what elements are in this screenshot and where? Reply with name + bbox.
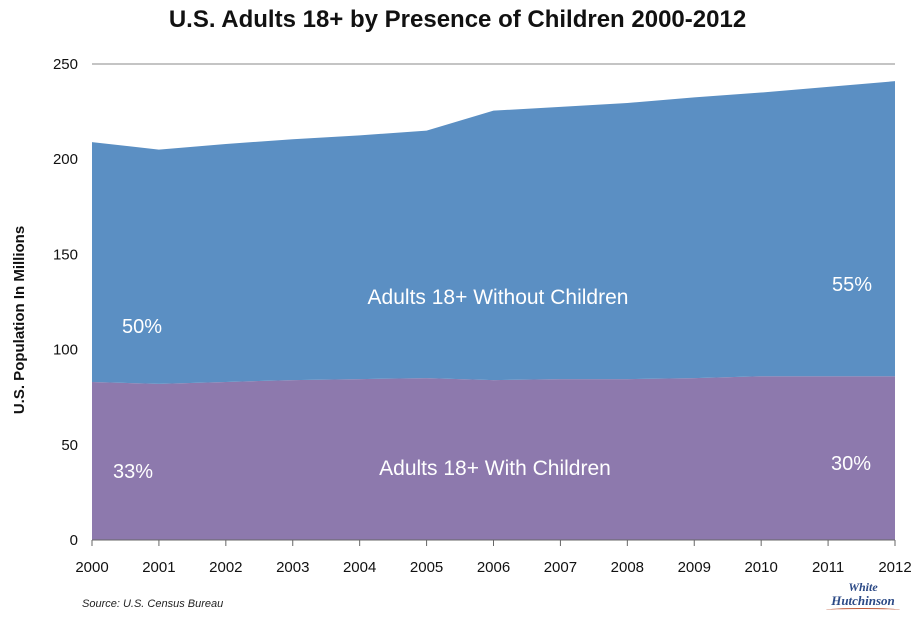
x-tick-label: 2007 [544,559,577,576]
y-tick-label: 0 [70,532,78,549]
axes: 0 50 100 150 200 250 2000 2001 2002 2003 2004 2005 2… [53,56,912,576]
x-tick-label: 2002 [209,559,242,576]
area-without-children [92,81,895,384]
x-tick-label: 2005 [410,559,443,576]
source-note: Source: U.S. Census Bureau [82,598,224,610]
x-tick-label: 2008 [611,559,644,576]
brand-logo: White Hutchinson [820,581,906,613]
y-tick-label: 150 [53,246,78,263]
area-with-children [92,376,895,540]
y-axis-label: U.S. Population In Millions [11,226,28,414]
x-tick-label: 2000 [75,559,108,576]
x-tick-label: 2010 [744,559,777,576]
areas [92,81,895,540]
y-tick-label: 100 [53,342,78,359]
y-tick-label: 250 [53,56,78,73]
x-tick-label: 2003 [276,559,309,576]
logo-swoosh-icon [826,608,900,612]
x-tick-label: 2006 [477,559,510,576]
logo-line-1: White [848,580,878,594]
pct-with-start: 33% [113,461,153,483]
x-tick-label: 2012 [878,559,911,576]
x-tick-label: 2009 [678,559,711,576]
x-tick-label: 2004 [343,559,376,576]
pct-without-start: 50% [122,316,162,338]
series-label-with-children: Adults 18+ With Children [379,457,611,480]
pct-with-end: 30% [831,453,871,475]
series-label-without-children: Adults 18+ Without Children [368,286,629,309]
chart-title: U.S. Adults 18+ by Presence of Children … [168,6,747,33]
pct-without-end: 55% [832,274,872,296]
y-tick-label: 50 [61,437,78,454]
labels: U.S. Population In Millions Adults 18+ W… [11,226,872,483]
logo-line-2: Hutchinson [831,593,895,608]
x-tick-label: 2001 [142,559,175,576]
x-tick-label: 2011 [812,559,844,576]
y-tick-label: 200 [53,151,78,168]
